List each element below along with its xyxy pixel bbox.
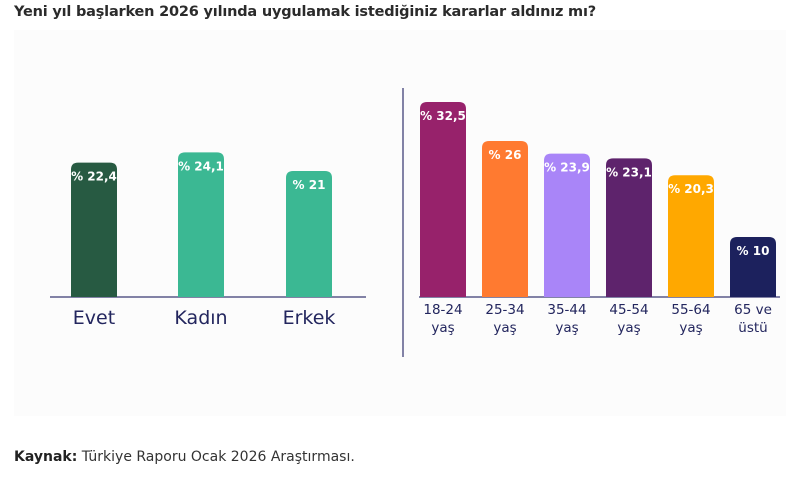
bar (286, 171, 332, 297)
bar-value-label: % 10 (737, 244, 770, 258)
source-text: Türkiye Raporu Ocak 2026 Araştırması. (81, 449, 355, 465)
bar (668, 175, 714, 297)
bar (606, 158, 652, 297)
x-tick-label: Erkek (283, 307, 336, 329)
chart-title: Yeni yıl başlarken 2026 yılında uygulama… (14, 4, 596, 20)
x-tick-label: yaş (555, 320, 578, 336)
x-tick-label: Evet (73, 307, 115, 329)
bar (420, 102, 466, 297)
x-tick-label: yaş (493, 320, 516, 336)
bar (544, 153, 590, 297)
x-tick-label: 45-54 (609, 302, 648, 318)
bar-value-label: % 20,3 (668, 182, 714, 196)
bar (482, 141, 528, 297)
x-tick-label: 25-34 (485, 302, 524, 318)
bar (71, 162, 117, 297)
bar-value-label: % 23,1 (606, 165, 652, 179)
x-tick-label: Kadın (174, 307, 227, 329)
x-tick-label: üstü (738, 320, 767, 336)
x-tick-label: 35-44 (547, 302, 586, 318)
x-tick-label: yaş (679, 320, 702, 336)
bar-value-label: % 23,9 (544, 161, 590, 175)
x-tick-label: yaş (431, 320, 454, 336)
x-tick-label: 55-64 (671, 302, 710, 318)
x-tick-label: 18-24 (423, 302, 462, 318)
bar-value-label: % 21 (293, 178, 326, 192)
bar (178, 152, 224, 297)
x-tick-label: yaş (617, 320, 640, 336)
bar-value-label: % 24,1 (178, 159, 224, 173)
source-note: Kaynak: Türkiye Raporu Ocak 2026 Araştır… (14, 449, 355, 465)
x-tick-label: 65 ve (734, 302, 772, 318)
chart-panel (14, 30, 786, 416)
bar-value-label: % 32,5 (420, 109, 466, 123)
bar (730, 237, 776, 297)
source-label: Kaynak: (14, 449, 78, 465)
bar-value-label: % 26 (489, 148, 522, 162)
bar-value-label: % 22,4 (71, 170, 117, 184)
